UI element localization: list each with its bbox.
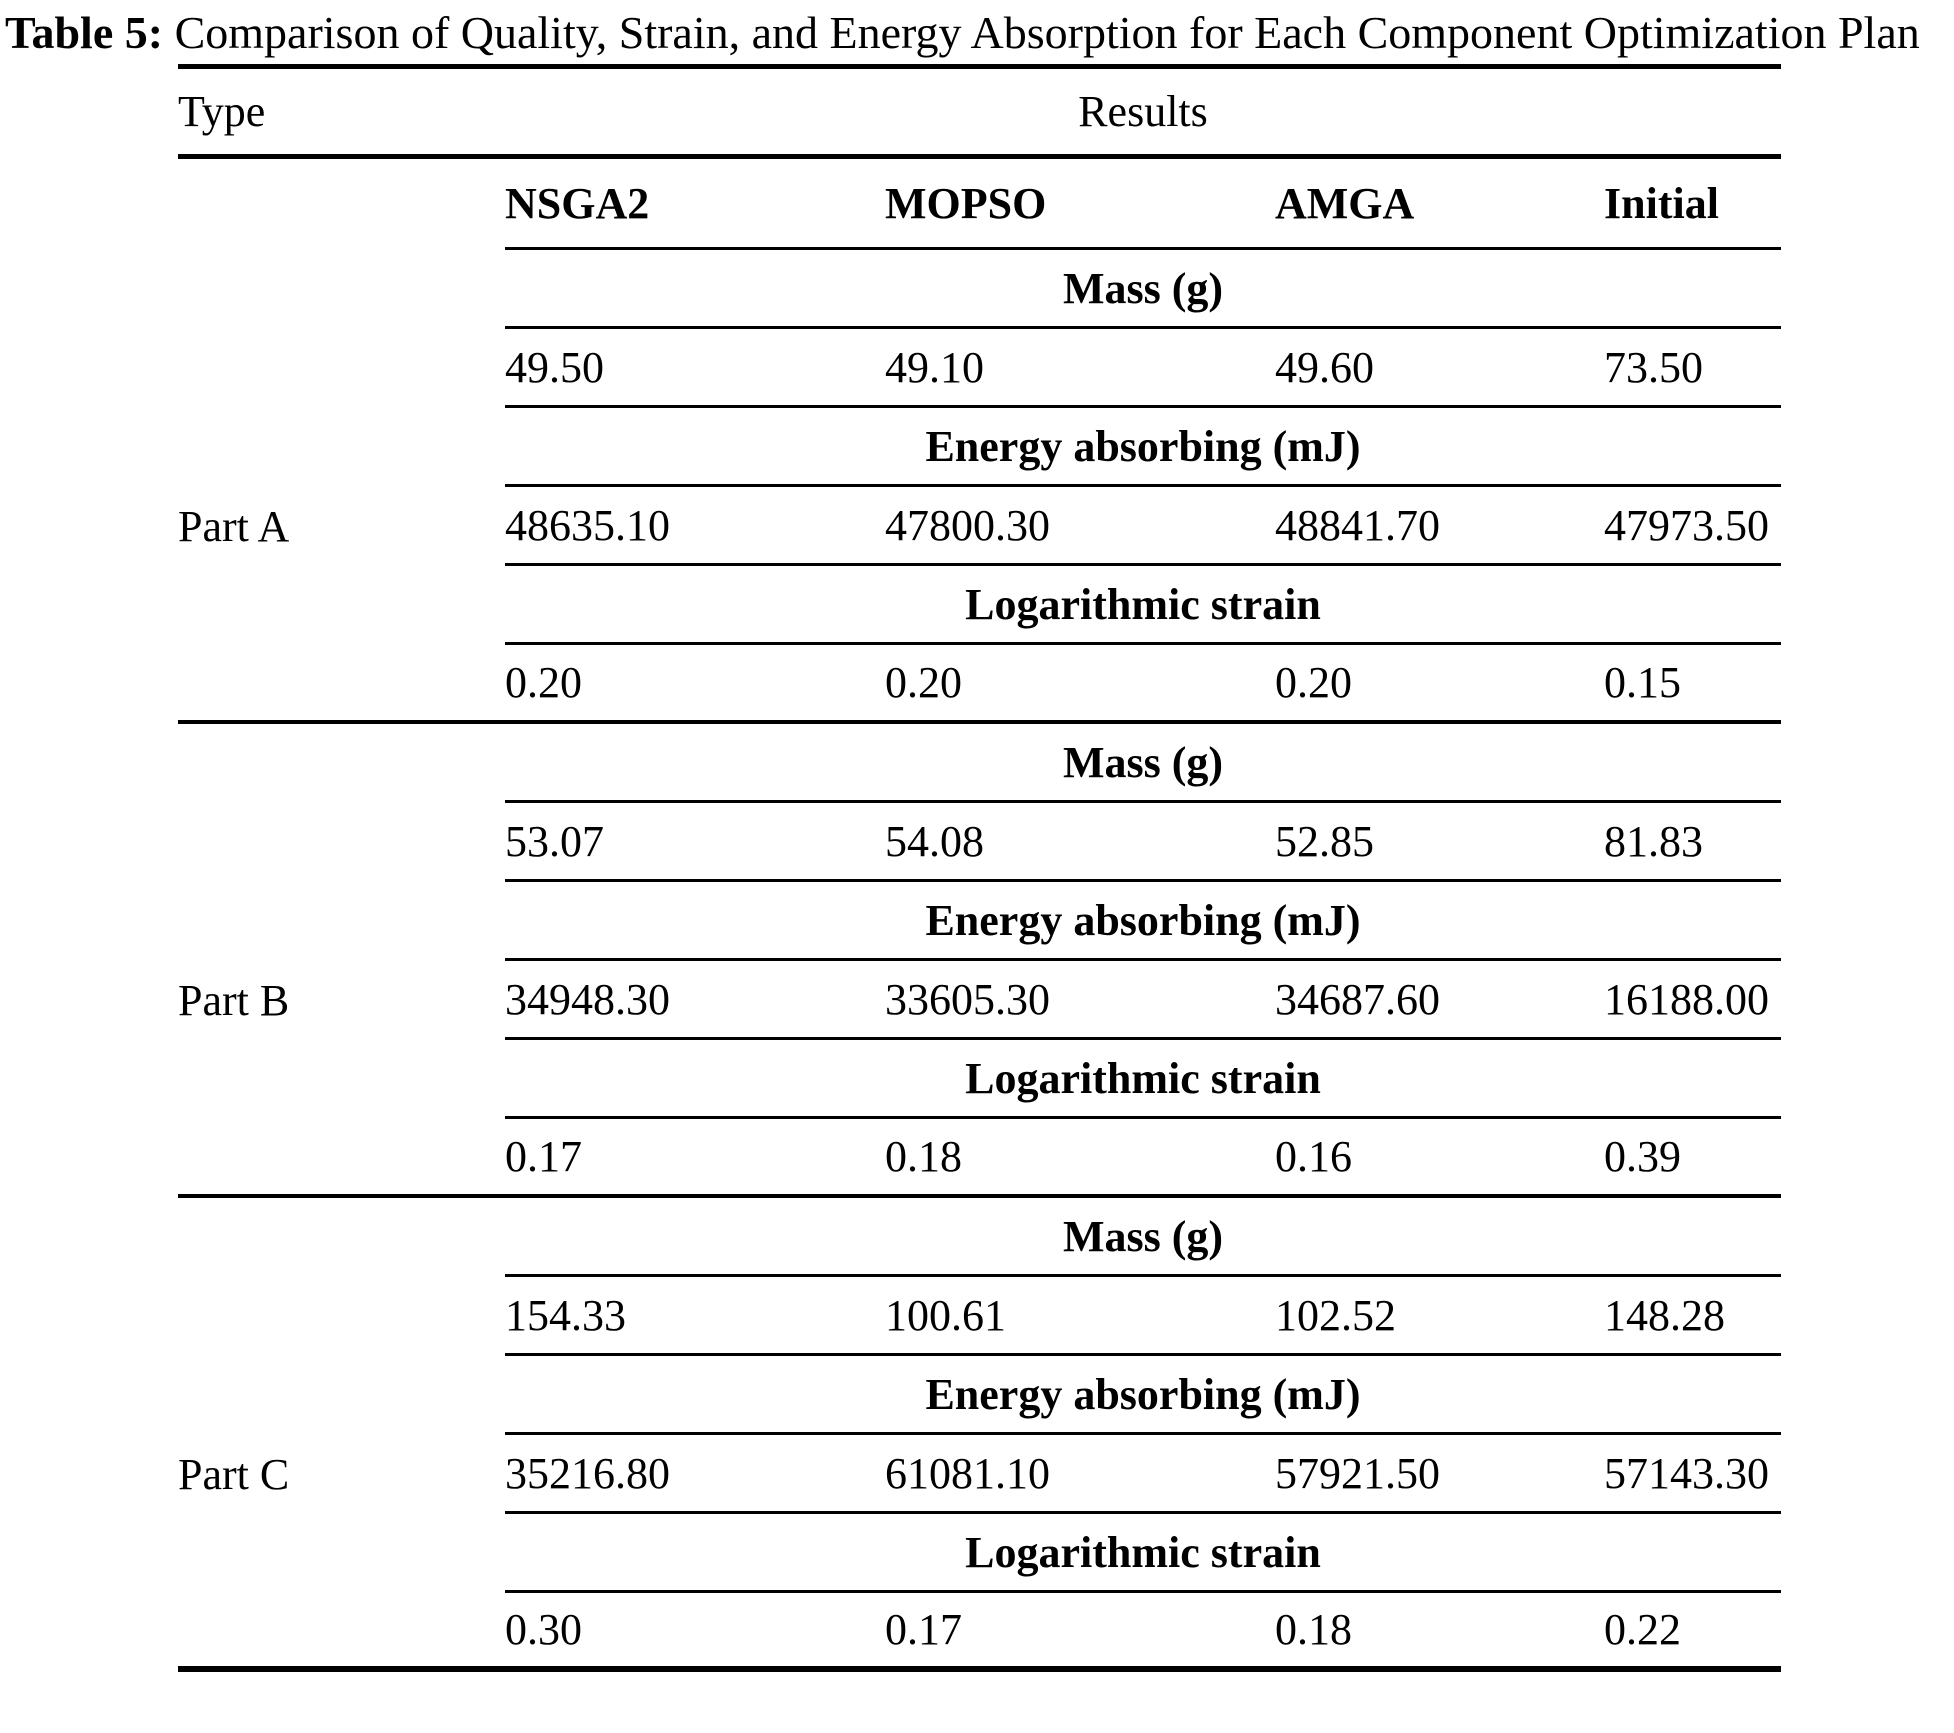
metric-label-mass: Mass (g) bbox=[1062, 1211, 1224, 1261]
metric-subheader-row: Logarithmic strain bbox=[178, 1040, 1781, 1120]
metric-subheader-row: Energy absorbing (mJ) bbox=[178, 408, 1781, 488]
value-cell: 49.50 bbox=[505, 342, 604, 392]
value-cell: 0.39 bbox=[1604, 1132, 1681, 1182]
value-cell: 100.61 bbox=[885, 1290, 1006, 1340]
value-cell: 0.20 bbox=[505, 658, 582, 708]
value-cell: 73.50 bbox=[1604, 342, 1703, 392]
strain-values-row: 0.20 0.20 0.20 0.15 bbox=[178, 645, 1781, 725]
column-header-amga: AMGA bbox=[1275, 178, 1415, 228]
table-header-row: Type Results bbox=[178, 69, 1781, 160]
strain-values-row: 0.17 0.18 0.16 0.39 bbox=[178, 1119, 1781, 1199]
value-cell: 0.20 bbox=[885, 658, 962, 708]
value-cell: 54.08 bbox=[885, 816, 984, 866]
value-cell: 0.18 bbox=[1275, 1605, 1352, 1655]
column-header-initial: Initial bbox=[1604, 178, 1719, 228]
table-caption: Table 5: Comparison of Quality, Strain, … bbox=[0, 0, 1954, 60]
metric-subheader-row: Energy absorbing (mJ) bbox=[178, 882, 1781, 962]
part-label: Part B bbox=[178, 976, 290, 1026]
value-cell: 57143.30 bbox=[1604, 1448, 1769, 1498]
energy-values-row: Part A 48635.10 47800.30 48841.70 47973.… bbox=[178, 487, 1781, 567]
metric-label-mass: Mass (g) bbox=[1062, 263, 1224, 313]
table-caption-number: Table 5: bbox=[5, 7, 164, 58]
value-cell: 48635.10 bbox=[505, 500, 670, 550]
metric-label-energy: Energy absorbing (mJ) bbox=[925, 1369, 1361, 1419]
column-header-nsga2: NSGA2 bbox=[505, 178, 650, 228]
column-headers-row: NSGA2 MOPSO AMGA Initial bbox=[178, 159, 1781, 251]
value-cell: 0.20 bbox=[1275, 658, 1352, 708]
energy-values-row: Part C 35216.80 61081.10 57921.50 57143.… bbox=[178, 1435, 1781, 1515]
value-cell: 154.33 bbox=[505, 1290, 626, 1340]
value-cell: 61081.10 bbox=[885, 1448, 1050, 1498]
value-cell: 0.18 bbox=[885, 1132, 962, 1182]
value-cell: 49.60 bbox=[1275, 342, 1374, 392]
metric-subheader-row: Logarithmic strain bbox=[178, 1514, 1781, 1594]
metric-subheader-row: Mass (g) bbox=[178, 1198, 1781, 1278]
value-cell: 35216.80 bbox=[505, 1448, 670, 1498]
metric-label-mass: Mass (g) bbox=[1062, 737, 1224, 787]
mass-values-row: 53.07 54.08 52.85 81.83 bbox=[178, 803, 1781, 883]
value-cell: 47973.50 bbox=[1604, 500, 1769, 550]
mass-values-row: 154.33 100.61 102.52 148.28 bbox=[178, 1277, 1781, 1357]
value-cell: 52.85 bbox=[1275, 816, 1374, 866]
value-cell: 0.15 bbox=[1604, 658, 1681, 708]
metric-subheader-row: Energy absorbing (mJ) bbox=[178, 1356, 1781, 1436]
metric-label-strain: Logarithmic strain bbox=[965, 1053, 1321, 1103]
value-cell: 33605.30 bbox=[885, 974, 1050, 1024]
value-cell: 34948.30 bbox=[505, 974, 670, 1024]
metric-label-energy: Energy absorbing (mJ) bbox=[925, 421, 1361, 471]
mass-values-row: 49.50 49.10 49.60 73.50 bbox=[178, 329, 1781, 409]
value-cell: 48841.70 bbox=[1275, 500, 1440, 550]
part-label: Part A bbox=[178, 502, 290, 552]
value-cell: 0.16 bbox=[1275, 1132, 1352, 1182]
value-cell: 53.07 bbox=[505, 816, 604, 866]
value-cell: 0.30 bbox=[505, 1605, 582, 1655]
value-cell: 49.10 bbox=[885, 342, 984, 392]
table-caption-text: Comparison of Quality, Strain, and Energ… bbox=[163, 7, 1920, 58]
strain-values-row: 0.30 0.17 0.18 0.22 bbox=[178, 1593, 1781, 1673]
energy-values-row: Part B 34948.30 33605.30 34687.60 16188.… bbox=[178, 961, 1781, 1041]
value-cell: 148.28 bbox=[1604, 1290, 1725, 1340]
comparison-table: Type Results NSGA2 MOPSO AMGA Initial Ma… bbox=[178, 64, 1781, 1673]
type-header: Type bbox=[178, 87, 266, 137]
column-header-mopso: MOPSO bbox=[885, 178, 1047, 228]
value-cell: 0.22 bbox=[1604, 1605, 1681, 1655]
part-label: Part C bbox=[178, 1450, 290, 1500]
metric-label-energy: Energy absorbing (mJ) bbox=[925, 895, 1361, 945]
results-header: Results bbox=[1078, 87, 1208, 137]
type-column-spacer bbox=[178, 159, 505, 250]
value-cell: 0.17 bbox=[885, 1605, 962, 1655]
metric-subheader-row: Mass (g) bbox=[178, 724, 1781, 804]
value-cell: 102.52 bbox=[1275, 1290, 1396, 1340]
metric-subheader-row: Logarithmic strain bbox=[178, 566, 1781, 646]
value-cell: 0.17 bbox=[505, 1132, 582, 1182]
metric-label-strain: Logarithmic strain bbox=[965, 579, 1321, 629]
value-cell: 34687.60 bbox=[1275, 974, 1440, 1024]
value-cell: 47800.30 bbox=[885, 500, 1050, 550]
value-cell: 81.83 bbox=[1604, 816, 1703, 866]
value-cell: 57921.50 bbox=[1275, 1448, 1440, 1498]
metric-subheader-row: Mass (g) bbox=[178, 250, 1781, 330]
value-cell: 16188.00 bbox=[1604, 974, 1769, 1024]
metric-label-strain: Logarithmic strain bbox=[965, 1527, 1321, 1577]
